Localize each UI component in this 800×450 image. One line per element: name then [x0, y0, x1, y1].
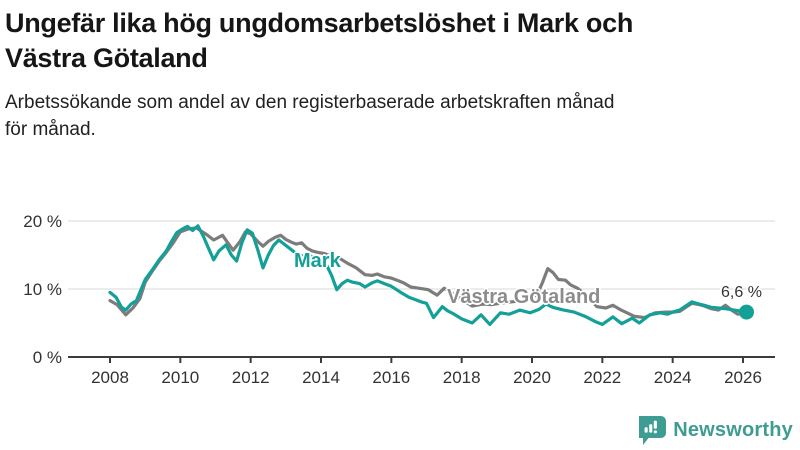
exclamation-dot [653, 430, 658, 434]
end-value-annotation: 6,6 % [721, 284, 762, 301]
newsworthy-bubble-chart-icon [639, 416, 667, 445]
chart-header: Ungefär lika hög ungdomsarbetslöshet i M… [5, 0, 705, 143]
x-tick-label: 2010 [161, 368, 199, 387]
x-tick-label: 2024 [654, 368, 692, 387]
x-tick-label: 2018 [443, 368, 481, 387]
x-tick-label: 2008 [91, 368, 129, 387]
y-tick-label: 0 % [33, 348, 62, 367]
end-point-dot [739, 304, 754, 320]
bar-medium [649, 424, 653, 433]
newsworthy-logo: Newsworthy [639, 416, 793, 445]
x-tick-label: 2022 [583, 368, 621, 387]
x-tick-label: 2026 [724, 368, 762, 387]
exclamation-bar [653, 420, 658, 429]
y-tick-label: 10 % [23, 280, 62, 299]
newsworthy-logo-text: Newsworthy [673, 419, 793, 441]
y-tick-label: 20 % [23, 212, 62, 231]
series-label-mark: Mark [294, 250, 341, 272]
x-tick-label: 2020 [513, 368, 551, 387]
series-line-mark [108, 224, 749, 326]
page-title: Ungefär lika hög ungdomsarbetslöshet i M… [5, 8, 634, 74]
speech-bubble-shape [639, 416, 667, 445]
x-tick-label: 2016 [372, 368, 410, 387]
series-line-v-stra-g-taland [108, 226, 745, 320]
x-tick-label: 2012 [232, 368, 270, 387]
x-tick-label: 2014 [302, 368, 340, 387]
chart-subtitle: Arbetssökande som andel av den registerb… [5, 92, 615, 140]
series-label-vastra-gotaland: Västra Götaland [447, 286, 601, 308]
bar-small [644, 427, 648, 433]
